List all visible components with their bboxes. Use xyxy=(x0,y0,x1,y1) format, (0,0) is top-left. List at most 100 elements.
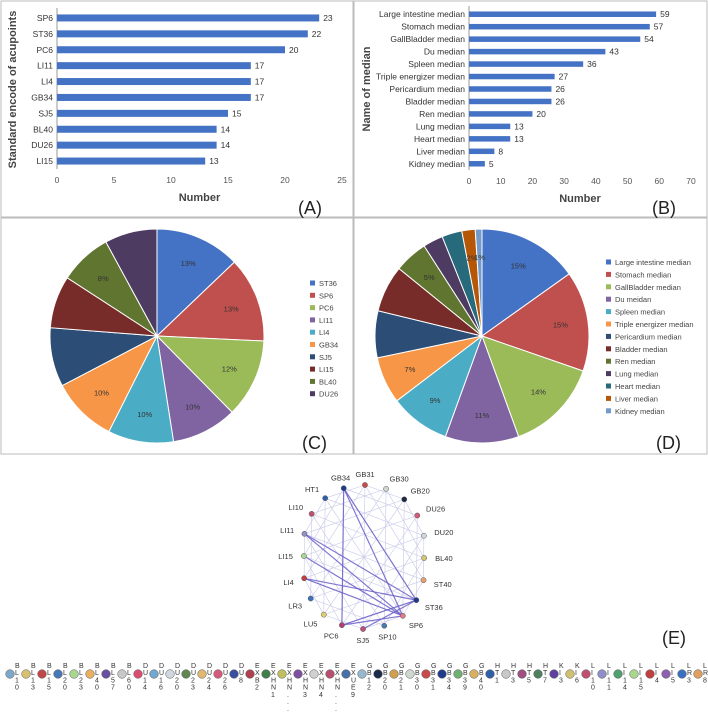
network-node-ht1 xyxy=(323,496,328,501)
strip-node xyxy=(470,670,479,679)
network-node-st36 xyxy=(414,598,419,603)
network-node-label: LI10 xyxy=(289,503,304,512)
x-tick-label: 10 xyxy=(496,176,506,186)
legend-label: Stomach median xyxy=(615,270,671,279)
pie-chart-d: 15%15%14%11%9%7%5%2%1%Large intestine me… xyxy=(375,229,694,443)
category-label: Bladder median xyxy=(405,96,465,106)
network-node-li10 xyxy=(309,511,314,516)
network-node-pc6 xyxy=(339,623,344,628)
category-label: GB34 xyxy=(31,92,53,102)
legend-swatch xyxy=(310,330,315,335)
legend-swatch xyxy=(606,346,611,351)
x-tick-label: 10 xyxy=(166,175,176,185)
network-node-lu5 xyxy=(321,612,326,617)
legend-swatch xyxy=(310,317,315,322)
strip-node xyxy=(230,670,239,679)
slice-label: 11% xyxy=(475,411,490,420)
strip-node xyxy=(390,670,399,679)
network-node-label: DU26 xyxy=(426,505,445,514)
legend-swatch xyxy=(310,305,315,310)
network-node-label: GB34 xyxy=(331,474,350,483)
data-label: 26 xyxy=(555,96,565,106)
strip-node xyxy=(662,670,671,679)
network-node-gb34 xyxy=(341,486,346,491)
strip-node xyxy=(582,670,591,679)
network-node-sj5 xyxy=(360,626,365,631)
slice-label: 15% xyxy=(511,262,526,271)
legend-label: Du meidan xyxy=(615,295,651,304)
category-label: GallBladder median xyxy=(390,34,465,44)
x-tick-label: 30 xyxy=(559,176,569,186)
slice-label: 8% xyxy=(98,274,109,283)
legend-swatch xyxy=(606,272,611,277)
network-node-gb30 xyxy=(383,486,388,491)
legend-label: SP6 xyxy=(319,291,333,300)
network-node-label: LI11 xyxy=(280,526,294,535)
panel-a-label: (A) xyxy=(298,198,322,218)
network-edge-strong xyxy=(304,534,402,616)
legend-swatch xyxy=(310,342,315,347)
data-label: 27 xyxy=(559,72,569,82)
legend-swatch xyxy=(606,322,611,327)
network-edge xyxy=(416,516,417,601)
strip-node xyxy=(262,670,271,679)
network-node-label: GB31 xyxy=(356,470,375,479)
legend-label: Lung median xyxy=(615,370,658,379)
bar-gallbladder-median xyxy=(469,36,640,42)
data-label: 5 xyxy=(489,159,494,169)
data-label: 22 xyxy=(312,29,322,39)
x-tick-label: 20 xyxy=(280,175,290,185)
strip-node xyxy=(102,670,111,679)
strip-node xyxy=(86,670,95,679)
bar-pericardium-median xyxy=(469,86,551,92)
strip-node xyxy=(38,670,47,679)
network-edge xyxy=(325,498,424,536)
legend-label: PC6 xyxy=(319,304,334,313)
data-label: 57 xyxy=(654,22,664,32)
category-label: SP6 xyxy=(37,13,53,23)
network-node-label: LI15 xyxy=(278,552,293,561)
network-node-bl40 xyxy=(422,555,427,560)
data-label: 59 xyxy=(660,9,670,19)
category-label: Spleen median xyxy=(408,59,465,69)
x-tick-label: 0 xyxy=(55,175,60,185)
strip-node xyxy=(326,670,335,679)
legend-label: BL40 xyxy=(319,377,337,386)
bar-heart-median xyxy=(469,136,510,142)
strip-node xyxy=(310,670,319,679)
bar-pc6 xyxy=(57,46,285,53)
strip-node xyxy=(198,670,207,679)
pie-chart-c: 13%13%12%10%10%10%8%ST36SP6PC6LI11LI4GB3… xyxy=(50,229,338,443)
network-edge-strong xyxy=(344,488,417,600)
network-node-label: GB20 xyxy=(411,486,430,495)
strip-node xyxy=(134,670,143,679)
slice-label: 13% xyxy=(181,259,196,268)
network-node-lr3 xyxy=(308,596,313,601)
x-tick-label: 15 xyxy=(223,175,233,185)
data-label: 26 xyxy=(555,84,565,94)
x-axis-title: Number xyxy=(179,192,221,204)
strip-node xyxy=(54,670,63,679)
network-node-label: PC6 xyxy=(324,632,339,641)
legend-swatch xyxy=(310,354,315,359)
bar-li4 xyxy=(57,78,251,85)
network-node-label: HT1 xyxy=(305,485,319,494)
